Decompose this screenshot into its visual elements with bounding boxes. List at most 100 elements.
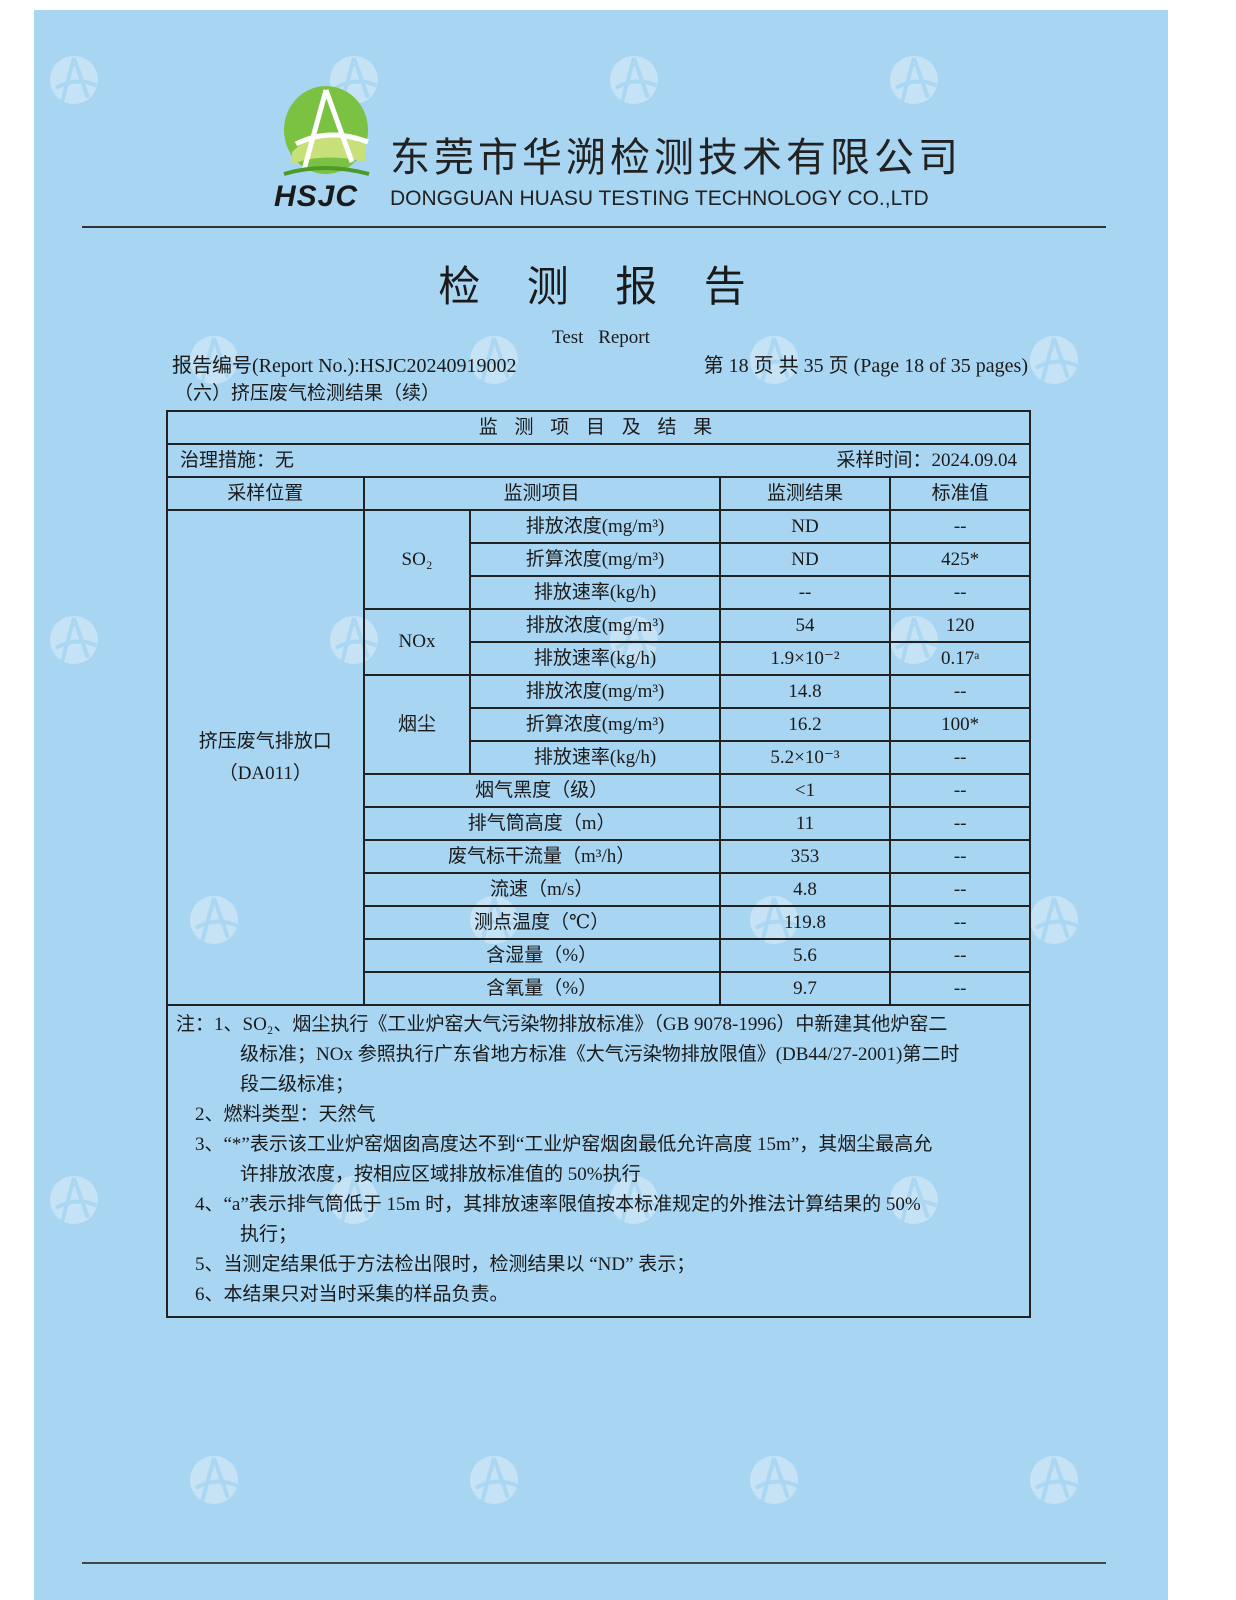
result-value: 4.8 <box>718 872 892 907</box>
pollutant-name: 烟尘 <box>362 674 472 775</box>
standard-value: 0.17ᵃ <box>889 641 1031 676</box>
pollutant-name: SO₂ <box>362 509 472 610</box>
company-logo <box>283 86 370 176</box>
table-row: 折算浓度(mg/m³) 16.2 100* <box>167 707 1031 742</box>
result-value: <1 <box>718 773 892 808</box>
watermark-logo-icon <box>1164 50 1168 110</box>
item-name: 折算浓度(mg/m³) <box>469 542 721 577</box>
sampling-time: 采样时间：2024.09.04 <box>836 449 1017 471</box>
note-line: 6、本结果只对当时采集的样品负责。 <box>176 1284 509 1305</box>
note-line: 4、“a”表示排气筒低于 15m 时，其排放速率限值按本标准规定的外推法计算结果… <box>176 1194 921 1215</box>
watermark-logo-icon <box>470 1456 519 1504</box>
table-row: 含氧量（%） 9.7 -- <box>167 971 1031 1006</box>
col-location: 采样位置 <box>166 476 365 511</box>
result-value: ND <box>718 509 892 544</box>
report-number: 报告编号(Report No.):HSJC20240919002 <box>172 355 517 377</box>
watermark-logo-icon <box>50 1176 99 1224</box>
table-row: 排放速率(kg/h) 1.9×10⁻² 0.17ᵃ <box>167 641 1031 676</box>
note-line: 3、“*”表示该工业炉窑烟囱高度达不到“工业炉窑烟囱最低允许高度 15m”，其烟… <box>176 1134 933 1155</box>
watermark-logo-icon <box>610 56 659 104</box>
result-value: 9.7 <box>718 971 892 1006</box>
table-row: 挤压废气排放口 （DA011） SO₂ 排放浓度(mg/m³) ND -- <box>166 509 1031 1006</box>
watermark-logo-icon <box>1030 1456 1079 1504</box>
result-value: 119.8 <box>718 905 892 940</box>
param-name: 含湿量（%） <box>362 938 721 973</box>
watermark-logo-icon <box>750 1456 799 1504</box>
result-value: 5.6 <box>718 938 892 973</box>
report-subtitle: Test Report <box>552 327 650 348</box>
standard-value: -- <box>889 806 1031 841</box>
standard-value: -- <box>889 872 1031 907</box>
table-row: NOx 排放浓度(mg/m³) 54 120 <box>167 608 1031 676</box>
page-info: 第 18 页 共 35 页 (Page 18 of 35 pages) <box>703 355 1028 377</box>
result-value: 14.8 <box>718 674 892 709</box>
sampling-location: 挤压废气排放口 （DA011） <box>166 509 365 1006</box>
treatment: 治理措施：无 <box>180 449 295 471</box>
col-item: 监测项目 <box>362 476 721 511</box>
standard-value: -- <box>889 839 1031 874</box>
result-value: 16.2 <box>718 707 892 742</box>
header-divider <box>82 226 1106 228</box>
param-name: 测点温度（℃） <box>362 905 721 940</box>
results-content: 监 测 项 目 及 结 果 治理措施：无 采样时间：2024.09.04 采样位… <box>166 410 1031 1318</box>
result-value: -- <box>718 575 892 610</box>
report-page: HSJC 东莞市华溯检测技术有限公司 DONGGUAN HUASU TESTIN… <box>34 10 1168 1600</box>
item-name: 排放速率(kg/h) <box>469 575 721 610</box>
table-row: 排气筒高度（m） 11 -- <box>167 806 1031 841</box>
report-title: 检 测 报 告 <box>438 265 764 311</box>
watermark-logo-icon <box>50 616 99 664</box>
note-line: 执行； <box>240 1224 298 1245</box>
treatment-row: 治理措施：无 采样时间：2024.09.04 <box>166 443 1031 478</box>
note-line: 段二级标准； <box>240 1074 355 1095</box>
table-row: 含湿量（%） 5.6 -- <box>167 938 1031 973</box>
col-result: 监测结果 <box>718 476 892 511</box>
watermark-logo-icon <box>50 56 99 104</box>
table-row: 流速（m/s） 4.8 -- <box>167 872 1031 907</box>
notes-section: 注：1、SO₂、烟尘执行《工业炉窑大气污染物排放标准》（GB 9078-1996… <box>166 1006 1031 1318</box>
pollutant-name: NOx <box>362 608 472 676</box>
result-value: 5.2×10⁻³ <box>718 740 892 775</box>
company-name-en: DONGGUAN HUASU TESTING TECHNOLOGY CO.,LT… <box>390 187 929 210</box>
standard-value: -- <box>889 740 1031 775</box>
col-standard: 标准值 <box>889 476 1031 511</box>
table-row: 烟尘 排放浓度(mg/m³) 14.8 -- <box>167 674 1031 775</box>
table-header: 采样位置 监测项目 监测结果 标准值 <box>166 476 1031 511</box>
result-value: 353 <box>718 839 892 874</box>
item-name: 排放浓度(mg/m³) <box>469 674 721 709</box>
footer-divider <box>82 1562 1106 1564</box>
result-value: ND <box>718 542 892 577</box>
standard-value: -- <box>889 509 1031 544</box>
standard-value: 425* <box>889 542 1031 577</box>
param-name: 含氧量（%） <box>362 971 721 1006</box>
param-name: 烟气黑度（级） <box>362 773 721 808</box>
note-line: 2、燃料类型：天然气 <box>176 1104 376 1125</box>
note-line: 级标准；NOx 参照执行广东省地方标准《大气污染物排放限值》(DB44/27-2… <box>240 1044 960 1065</box>
table-row: 烟气黑度（级） <1 -- <box>167 773 1031 808</box>
standard-value: -- <box>889 575 1031 610</box>
watermark-logo-icon <box>890 56 939 104</box>
param-name: 废气标干流量（m³/h） <box>362 839 721 874</box>
logo-text: HSJC <box>274 180 359 213</box>
item-name: 排放速率(kg/h) <box>469 740 721 775</box>
standard-value: -- <box>889 674 1031 709</box>
result-value: 54 <box>718 608 892 643</box>
section-title: （六）挤压废气检测结果（续） <box>174 383 441 404</box>
watermark-logo-icon <box>1164 610 1168 670</box>
watermark-logo-icon <box>1164 1170 1168 1230</box>
standard-value: 120 <box>889 608 1031 643</box>
company-name-cn: 东莞市华溯检测技术有限公司 <box>390 135 962 181</box>
note-line: 5、当测定结果低于方法检出限时，检测结果以 “ND” 表示； <box>176 1254 696 1275</box>
watermark-logo-icon <box>1030 896 1079 944</box>
item-name: 排放浓度(mg/m³) <box>469 509 721 544</box>
standard-value: -- <box>889 773 1031 808</box>
watermark-logo-icon <box>190 1456 239 1504</box>
standard-value: -- <box>889 938 1031 973</box>
item-name: 排放浓度(mg/m³) <box>469 608 721 643</box>
standard-value: -- <box>889 971 1031 1006</box>
item-name: 折算浓度(mg/m³) <box>469 707 721 742</box>
note-line: 注：1、SO₂、烟尘执行《工业炉窑大气污染物排放标准》（GB 9078-1996… <box>176 1014 948 1035</box>
item-name: 排放速率(kg/h) <box>469 641 721 676</box>
results-table: 监 测 项 目 及 结 果 治理措施：无 采样时间：2024.09.04 采样位… <box>166 410 1031 1006</box>
table-row: 排放速率(kg/h) 5.2×10⁻³ -- <box>167 740 1031 775</box>
table-row: 折算浓度(mg/m³) ND 425* <box>167 542 1031 577</box>
